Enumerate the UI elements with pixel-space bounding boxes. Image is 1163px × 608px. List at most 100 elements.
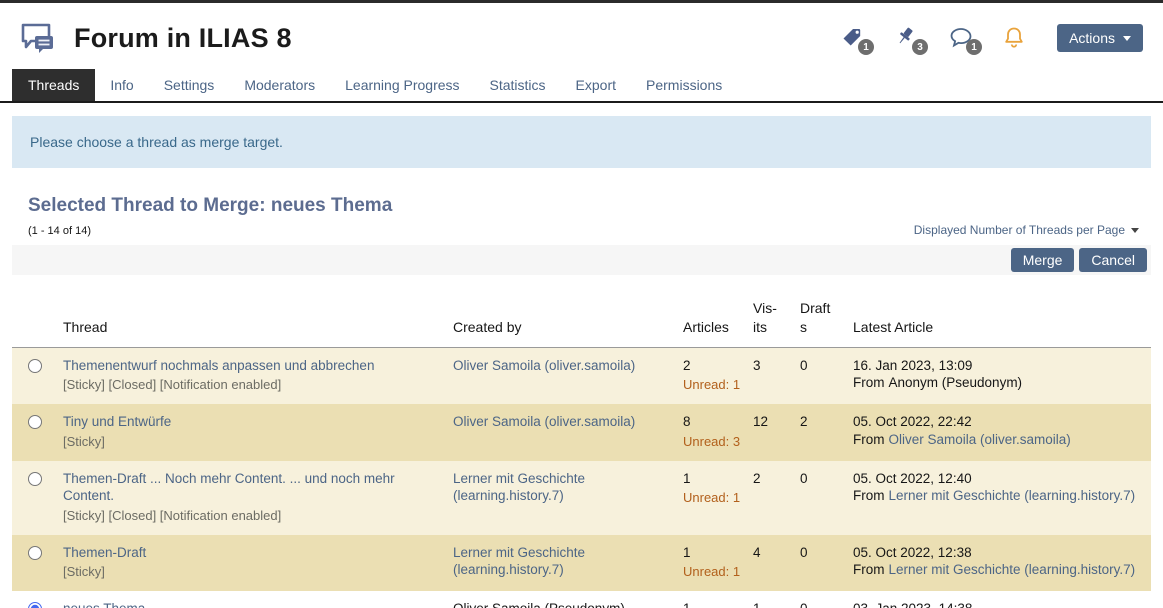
- unread-count: Unread: 3: [683, 433, 741, 449]
- merge-toolbar: Merge Cancel: [12, 245, 1151, 275]
- thread-radio-cell: [12, 535, 57, 591]
- created-by-link[interactable]: Oliver Samoila (Pseudonym): [453, 601, 625, 608]
- thread-select-radio[interactable]: [27, 545, 42, 560]
- comments-count-badge: 1: [966, 39, 983, 55]
- created-by-cell: Lerner mit Geschichte (learning.history.…: [447, 461, 677, 535]
- latest-from-prefix: From: [853, 375, 885, 391]
- latest-article-cell: 05. Oct 2022, 22:42 From Oliver Samoila (…: [847, 404, 1151, 460]
- tab-bar: Threads Info Settings Moderators Learnin…: [0, 69, 1163, 103]
- col-drafts: Draft s: [800, 300, 831, 335]
- col-created-by: Created by: [453, 318, 522, 335]
- tab-statistics[interactable]: Statistics: [489, 77, 546, 93]
- page-header: Forum in ILIAS 8 1 3: [0, 3, 1163, 69]
- thread-radio-cell: [12, 461, 57, 535]
- thread-row: Themen-Draft ... Noch mehr Content. ... …: [12, 460, 1151, 535]
- bell-icon: [1003, 26, 1027, 50]
- info-message-text: Please choose a thread as merge target.: [30, 134, 283, 150]
- unread-count: Unread: 1: [683, 377, 741, 393]
- visits-cell: 12: [753, 414, 769, 430]
- per-page-dropdown[interactable]: Displayed Number of Threads per Page: [914, 223, 1147, 237]
- thread-table-body: Themenentwurf nochmals anpassen und abbr…: [12, 347, 1151, 608]
- articles-count: 1: [683, 544, 691, 560]
- tab-threads[interactable]: Threads: [12, 69, 96, 101]
- per-page-label: Displayed Number of Threads per Page: [913, 223, 1125, 237]
- visits-cell: 2: [753, 470, 761, 486]
- pin-icon: [895, 26, 919, 48]
- thread-cell: neues Thema: [57, 591, 447, 608]
- section-title: Selected Thread to Merge: neues Thema: [28, 195, 393, 216]
- col-latest-article: Latest Article: [853, 318, 934, 335]
- visits-cell: 3: [753, 357, 761, 373]
- speech-bubble-icon: [949, 26, 973, 48]
- latest-article-date: 05. Oct 2022, 12:38: [853, 544, 972, 560]
- unread-count: Unread: 1: [683, 564, 741, 580]
- thread-select-radio[interactable]: [27, 358, 42, 373]
- caret-down-icon: [1123, 35, 1131, 41]
- latest-from-prefix: From: [853, 488, 885, 504]
- articles-cell: 1: [677, 591, 747, 608]
- latest-from-prefix: From: [853, 431, 885, 447]
- created-by-cell: Oliver Samoila (oliver.samoila): [447, 347, 677, 404]
- cancel-button[interactable]: Cancel: [1079, 248, 1147, 272]
- col-thread: Thread: [63, 318, 108, 335]
- thread-row: Themen-Draft [Sticky] Lerner mit Geschic…: [12, 534, 1151, 592]
- pins-indicator[interactable]: 3: [895, 26, 929, 55]
- created-by-link[interactable]: Oliver Samoila (oliver.samoila): [453, 414, 636, 430]
- forum-icon: [16, 19, 58, 57]
- radio-column-header: [12, 281, 57, 347]
- articles-count: 2: [683, 357, 691, 373]
- thread-cell: Themenentwurf nochmals anpassen und abbr…: [57, 347, 447, 404]
- thread-select-radio[interactable]: [27, 471, 42, 486]
- thread-title-link[interactable]: Tiny und Entwürfe: [63, 414, 172, 430]
- tab-permissions[interactable]: Permissions: [646, 77, 723, 93]
- latest-article-date: 16. Jan 2023, 13:09: [853, 357, 973, 373]
- tab-export[interactable]: Export: [575, 77, 617, 93]
- merge-button[interactable]: Merge: [1010, 248, 1075, 272]
- tags-indicator[interactable]: 1: [841, 26, 875, 55]
- tab-info[interactable]: Info: [110, 77, 134, 93]
- comments-indicator[interactable]: 1: [949, 26, 983, 55]
- articles-cell: 2 Unread: 1: [677, 347, 747, 404]
- latest-article-date: 05. Oct 2022, 12:40: [853, 470, 972, 486]
- actions-button-label: Actions: [1069, 30, 1115, 46]
- latest-from-link[interactable]: Oliver Samoila (oliver.samoila): [888, 431, 1071, 447]
- thread-row: Tiny und Entwürfe [Sticky] Oliver Samoil…: [12, 404, 1151, 461]
- thread-title-link[interactable]: neues Thema: [63, 601, 145, 608]
- thread-flags: [Sticky] [Closed] [Notification enabled]: [63, 377, 282, 393]
- articles-count: 1: [683, 601, 691, 608]
- thread-title-link[interactable]: Themen-Draft: [63, 544, 147, 560]
- threads-table: Thread Created by Articles Vis- its Draf…: [12, 281, 1151, 608]
- drafts-cell: 0: [800, 470, 808, 486]
- tab-learning-progress[interactable]: Learning Progress: [345, 77, 460, 93]
- tab-settings[interactable]: Settings: [163, 77, 215, 93]
- notification-bell[interactable]: [1003, 26, 1027, 50]
- thread-select-radio[interactable]: [27, 415, 42, 430]
- tab-moderators[interactable]: Moderators: [244, 77, 316, 93]
- latest-from-link[interactable]: Anonym (Pseudonym): [888, 375, 1023, 391]
- thread-select-radio[interactable]: [27, 602, 42, 608]
- latest-article-date: 05. Oct 2022, 22:42: [853, 414, 972, 430]
- thread-cell: Themen-Draft ... Noch mehr Content. ... …: [57, 461, 447, 535]
- drafts-cell: 0: [794, 591, 847, 608]
- page-title: Forum in ILIAS 8: [74, 22, 292, 53]
- actions-button[interactable]: Actions: [1057, 24, 1143, 52]
- thread-row: neues Thema Oliver Samoila (Pseudonym) 1…: [12, 591, 1151, 608]
- created-by-link[interactable]: Lerner mit Geschichte (learning.history.…: [453, 470, 586, 504]
- thread-title-link[interactable]: Themenentwurf nochmals anpassen und abbr…: [63, 357, 375, 373]
- created-by-link[interactable]: Oliver Samoila (oliver.samoila): [453, 357, 636, 373]
- pins-count-badge: 3: [912, 39, 929, 55]
- articles-count: 8: [683, 414, 691, 430]
- latest-from-link[interactable]: Lerner mit Geschichte (learning.history.…: [888, 488, 1136, 504]
- thread-cell: Tiny und Entwürfe [Sticky]: [57, 404, 447, 460]
- thread-flags: [Sticky]: [63, 564, 105, 580]
- unread-count: Unread: 1: [683, 490, 741, 506]
- thread-row: Themenentwurf nochmals anpassen und abbr…: [12, 347, 1151, 405]
- visits-cell: 1: [747, 591, 794, 608]
- articles-cell: 1 Unread: 1: [677, 461, 747, 535]
- created-by-link[interactable]: Lerner mit Geschichte (learning.history.…: [453, 544, 586, 578]
- latest-from-link[interactable]: Lerner mit Geschichte (learning.history.…: [888, 562, 1136, 578]
- caret-down-icon: [1131, 227, 1139, 233]
- thread-title-link[interactable]: Themen-Draft ... Noch mehr Content. ... …: [63, 470, 395, 504]
- thread-radio-cell: [12, 591, 57, 608]
